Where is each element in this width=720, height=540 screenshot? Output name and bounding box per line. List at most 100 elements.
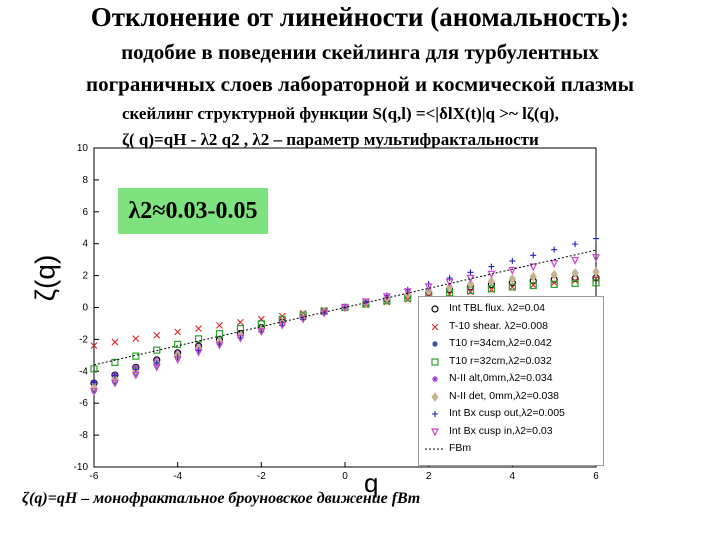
legend-marker [431,323,439,330]
data-point [550,260,559,268]
legend-label: Int Bx cusp out,λ2=0.005 [449,407,565,419]
data-point [529,263,538,272]
legend-label: FBm [449,442,472,454]
fbm-formula: ζ(q)=qH – монофрактальное броуновское дв… [22,490,421,507]
data-point [509,257,516,264]
legend-label: Int Bx cusp in,λ2=0.03 [449,424,553,437]
data-point [299,315,308,324]
data-point [508,266,517,275]
data-point [174,340,182,348]
page-title: Отклонение от линейности (аномальность): [90,2,630,32]
y-tick-label: -2 [79,334,88,345]
data-point [320,309,329,318]
data-point [90,342,98,349]
legend-item: Int TBL flux. λ2=0.04 [419,301,603,316]
data-point [445,278,454,287]
legend-marker [432,411,438,417]
data-point [550,280,558,288]
data-point [110,379,119,388]
x-tick-label: -6 [90,471,99,482]
data-point [508,283,516,291]
legend-marker-shape [431,357,439,366]
data-point [551,246,558,253]
x-tick-label: 4 [510,471,516,482]
legend-marker [431,305,439,313]
x-tick-label: -2 [257,471,266,482]
data-point [487,276,496,287]
legend-item: T-10 shear. λ2=0.008 [419,319,603,334]
x-axis-label: q [364,468,379,498]
zeta-definition-formula: ζ( q)=qH - λ2 q2 , λ2 – параметр мультиф… [122,130,539,149]
data-point [593,235,599,242]
legend-marker-shape [432,376,438,382]
y-tick-label: 10 [77,143,89,154]
data-point [152,363,161,372]
data-point [195,325,202,332]
legend-marker-shape [431,391,439,402]
data-point [236,334,245,343]
data-point [467,269,474,276]
data-point [529,271,537,282]
legend-item: T10 r=34cm,λ2=0.042 [419,336,603,351]
y-axis-label: ζ(q) [29,254,61,302]
data-point [216,322,223,329]
data-point [174,328,182,336]
data-point [132,352,140,360]
legend-label: N-II alt,0mm,λ2=0.034 [449,372,553,384]
data-point [237,318,244,326]
y-tick-label: 8 [82,175,88,186]
legend-marker-shape [432,411,438,417]
legend-marker-shape [431,305,439,313]
legend-marker [431,391,439,402]
structure-function-formula: скейлинг структурной функции S(q,l) =<|δ… [122,104,559,123]
legend-marker [432,376,438,382]
legend-item: Int Bx cusp out,λ2=0.005 [419,406,603,421]
legend-marker [425,448,445,450]
data-point [194,348,203,357]
data-point [571,268,579,279]
data-point [111,372,118,379]
x-tick-label: 6 [593,471,599,482]
legend-label: T10 r=34cm,λ2=0.042 [449,337,552,349]
y-tick-label: -6 [79,398,88,409]
y-tick-label: 2 [82,271,88,282]
x-tick-label: -4 [173,471,182,482]
data-point [90,388,98,397]
y-tick-label: 0 [82,303,88,314]
legend-label: T10 r=32cm,λ2=0.032 [449,354,552,367]
legend-marker [432,341,438,347]
page-subtitle-2: пограничных слоев лабораторной и космиче… [86,72,634,96]
data-point [131,371,140,380]
chart-legend: Int TBL flux. λ2=0.04 T-10 shear. λ2=0.00… [418,296,604,466]
legend-item: Int Bx cusp in,λ2=0.03 [419,424,603,439]
x-tick-label: 0 [342,471,348,482]
data-point [508,283,516,291]
data-point [153,331,161,339]
legend-item: T10 r=32cm,λ2=0.032 [419,354,603,369]
legend-label: N-II det, 0mm,λ2=0.038 [449,389,560,402]
data-point [592,267,600,277]
data-point [530,252,537,259]
y-tick-label: -4 [79,366,88,377]
x-tick-label: 2 [426,471,432,482]
legend-marker-shape [431,427,439,436]
data-point [382,293,391,302]
data-point [173,356,182,365]
data-point [132,335,140,342]
legend-marker [431,427,439,436]
data-point [466,279,475,290]
data-point [403,288,412,297]
data-point [488,263,495,270]
page-subtitle-1: подобие в поведении скейлинга для турбул… [121,40,599,64]
data-point [90,365,98,373]
data-point [215,341,224,350]
legend-marker-shape [432,341,438,347]
data-point [592,275,600,282]
data-point [508,274,516,284]
y-tick-label: -8 [79,430,88,441]
legend-item: N-II det, 0mm,λ2=0.038 [419,389,603,404]
data-point [445,282,454,293]
data-point [550,279,558,287]
data-point [194,335,203,343]
